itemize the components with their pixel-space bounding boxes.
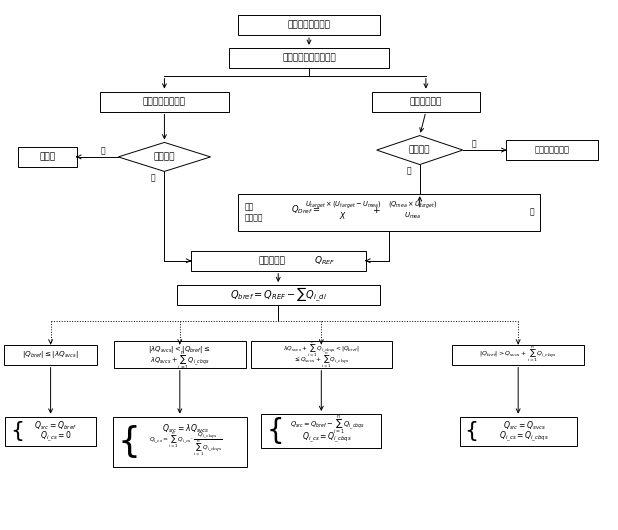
Text: $Q_{i\_cs}=Q_{i\_cbqs}$: $Q_{i\_cs}=Q_{i\_cbqs}$ — [499, 429, 549, 444]
FancyBboxPatch shape — [229, 48, 389, 68]
FancyBboxPatch shape — [239, 15, 379, 35]
Text: $\leq Q_{svcs}+\sum_{i=1}^{n}Q_{i\_cbqs}$: $\leq Q_{svcs}+\sum_{i=1}^{n}Q_{i\_cbqs}… — [293, 351, 350, 370]
FancyBboxPatch shape — [112, 417, 247, 466]
Text: 无功参考值: 无功参考值 — [259, 257, 286, 266]
Text: {: { — [266, 417, 284, 445]
Text: $U_{target}\times(U_{target}-U_{mea})$: $U_{target}\times(U_{target}-U_{mea})$ — [305, 199, 381, 210]
Text: 是: 是 — [472, 139, 476, 148]
Text: 电压控制方式: 电压控制方式 — [410, 97, 442, 106]
Text: $Q_{i\_cs}=0$: $Q_{i\_cs}=0$ — [40, 429, 72, 444]
Text: 获取系数相关参数: 获取系数相关参数 — [287, 21, 331, 30]
FancyBboxPatch shape — [506, 140, 598, 160]
Text: 根据: 根据 — [244, 202, 253, 211]
Text: $Q_{i\_cs}=\sum_{i=1}^{n}Q_{i\_cs}\cdot\dfrac{Q_{i\_cbqs}}{\sum_{i=1}^{n}Q_{i\_c: $Q_{i\_cs}=\sum_{i=1}^{n}Q_{i\_cs}\cdot\… — [150, 430, 222, 458]
Text: 不动作: 不动作 — [40, 153, 56, 162]
Polygon shape — [118, 143, 211, 171]
FancyBboxPatch shape — [5, 417, 96, 446]
Text: 不进行无功补偿: 不进行无功补偿 — [535, 146, 570, 155]
Text: 电压死区: 电压死区 — [409, 146, 431, 155]
Text: $X$: $X$ — [339, 210, 347, 222]
Text: $Q_{src}=Q_{bref}-\sum_{i=1}^{n}Q_{i\_cbqs}$: $Q_{src}=Q_{bref}-\sum_{i=1}^{n}Q_{i\_cb… — [290, 413, 365, 436]
Text: 光伏电站控制方式选择: 光伏电站控制方式选择 — [282, 54, 336, 63]
Text: $+$: $+$ — [373, 205, 381, 215]
Text: $Q_{bref}=Q_{REF}-\sum Q_{i\_di}$: $Q_{bref}=Q_{REF}-\sum Q_{i\_di}$ — [230, 286, 327, 304]
Text: $|Q_{bref}|\leq|\lambda Q_{svcs}|$: $|Q_{bref}|\leq|\lambda Q_{svcs}|$ — [22, 349, 79, 360]
FancyBboxPatch shape — [114, 341, 246, 368]
Text: 否: 否 — [151, 173, 156, 182]
Text: $U_{mea}$: $U_{mea}$ — [404, 211, 421, 221]
FancyBboxPatch shape — [372, 92, 480, 112]
Text: $Q_{src}=Q_{svcs}$: $Q_{src}=Q_{svcs}$ — [503, 420, 546, 432]
Text: 求: 求 — [530, 208, 535, 217]
Text: $|Q_{bref}|>Q_{svcs}+\sum_{i=1}^{n}Q_{i\_cbqs}$: $|Q_{bref}|>Q_{svcs}+\sum_{i=1}^{n}Q_{i\… — [479, 345, 557, 364]
Text: 是: 是 — [101, 146, 105, 155]
FancyBboxPatch shape — [177, 285, 379, 305]
Text: $Q_{Dref}=$: $Q_{Dref}=$ — [290, 204, 320, 216]
Text: $Q_{i\_cs}=Q_{i\_cbqs}$: $Q_{i\_cs}=Q_{i\_cbqs}$ — [302, 430, 352, 445]
Text: {: { — [10, 421, 24, 441]
FancyBboxPatch shape — [261, 414, 381, 448]
Polygon shape — [377, 136, 463, 164]
Text: {: { — [465, 421, 479, 441]
Text: $|\lambda Q_{svcs}|<|Q_{bref}|\leq$: $|\lambda Q_{svcs}|<|Q_{bref}|\leq$ — [148, 344, 211, 355]
Text: 无功给定控制方式: 无功给定控制方式 — [143, 97, 186, 106]
FancyBboxPatch shape — [4, 344, 97, 365]
FancyBboxPatch shape — [452, 344, 584, 365]
Text: 无功死区: 无功死区 — [154, 153, 175, 162]
FancyBboxPatch shape — [250, 341, 392, 368]
Text: $\lambda Q_{svcs}+\sum_{i=1}^{n}Q_{i\_cbqs}<|Q_{bref}|$: $\lambda Q_{svcs}+\sum_{i=1}^{n}Q_{i\_cb… — [283, 340, 360, 359]
Text: 无功需求: 无功需求 — [244, 213, 263, 222]
FancyBboxPatch shape — [19, 147, 77, 167]
Text: {: { — [117, 425, 141, 458]
FancyBboxPatch shape — [100, 92, 229, 112]
Text: $\lambda Q_{svcs}+\sum_{i=1}^{n}Q_{i\_cbqs}$: $\lambda Q_{svcs}+\sum_{i=1}^{n}Q_{i\_cb… — [150, 350, 210, 372]
Text: $(Q_{mea}\times U_{target})$: $(Q_{mea}\times U_{target})$ — [387, 199, 437, 210]
Text: $Q_{src}=\lambda Q_{svcs}$: $Q_{src}=\lambda Q_{svcs}$ — [162, 422, 210, 435]
Text: $Q_{REF}$: $Q_{REF}$ — [314, 254, 335, 267]
Text: 否: 否 — [407, 166, 411, 175]
FancyBboxPatch shape — [190, 251, 366, 271]
FancyBboxPatch shape — [460, 417, 577, 446]
FancyBboxPatch shape — [239, 194, 540, 231]
Text: $Q_{src}=Q_{bref}$: $Q_{src}=Q_{bref}$ — [34, 420, 77, 432]
